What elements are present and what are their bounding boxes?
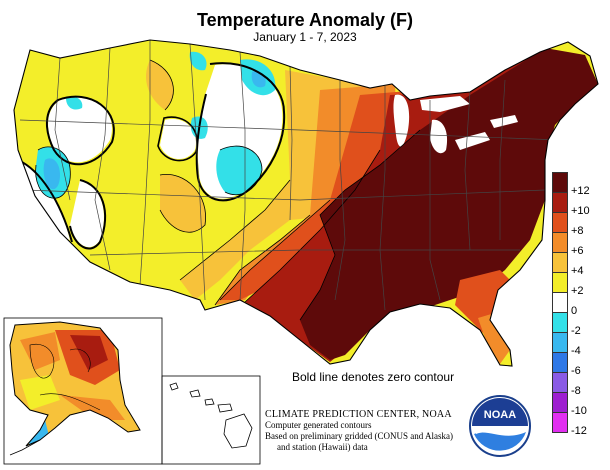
zero-contour-note: Bold line denotes zero contour: [292, 370, 455, 384]
legend-label: +10: [571, 205, 590, 217]
legend-swatch: [552, 252, 568, 273]
legend-swatch: [552, 412, 568, 433]
legend-label: +6: [571, 245, 584, 257]
alaska-anomaly-fill: [10, 322, 140, 446]
legend-label: -2: [571, 325, 581, 337]
legend-swatch: [552, 352, 568, 373]
legend-swatch: [552, 212, 568, 233]
alaska-contours: [29, 343, 101, 411]
credits-line-2: Based on preliminary gridded (CONUS and …: [265, 431, 453, 441]
map-title: Temperature Anomaly (F): [196, 10, 414, 30]
conus-outline: [13, 39, 599, 367]
legend-label: -6: [571, 365, 581, 377]
map-subtitle: January 1 - 7, 2023: [253, 30, 357, 44]
credits-block: CLIMATE PREDICTION CENTER, NOAA Computer…: [265, 409, 453, 453]
legend-swatch: [552, 332, 568, 353]
legend-swatch: [552, 292, 568, 313]
legend-swatch: [552, 372, 568, 393]
legend-label: +2: [571, 285, 584, 297]
legend-label: -10: [571, 405, 587, 417]
legend-label: 0: [571, 305, 578, 317]
legend-label: +12: [571, 185, 590, 197]
conus-contours: [17, 59, 421, 321]
hawaii-inset-frame: [161, 375, 261, 465]
credits-agency: CLIMATE PREDICTION CENTER, NOAA: [265, 409, 452, 420]
legend-label: +8: [571, 225, 584, 237]
legend-swatch: [552, 392, 568, 413]
legend-swatch: [552, 192, 568, 213]
noaa-logo: NOAA: [469, 395, 531, 457]
legend-label: +4: [571, 265, 584, 277]
credits-line-1: Computer generated contours: [265, 420, 372, 430]
noaa-logo-text: NOAA: [484, 409, 516, 421]
legend-label: -12: [571, 425, 587, 437]
legend-label: -8: [571, 385, 581, 397]
legend-swatch: [552, 232, 568, 253]
legend-swatch: [552, 312, 568, 333]
legend-swatch: [552, 272, 568, 293]
aleutian-islands: [9, 439, 41, 456]
state-boundaries: [19, 40, 561, 311]
hawaii-islands: [169, 382, 253, 449]
legend-swatch: [552, 172, 568, 193]
credits-line-3: and station (Hawaii) data: [277, 442, 368, 452]
legend-label: -4: [571, 345, 581, 357]
alaska-outline: [9, 321, 141, 447]
